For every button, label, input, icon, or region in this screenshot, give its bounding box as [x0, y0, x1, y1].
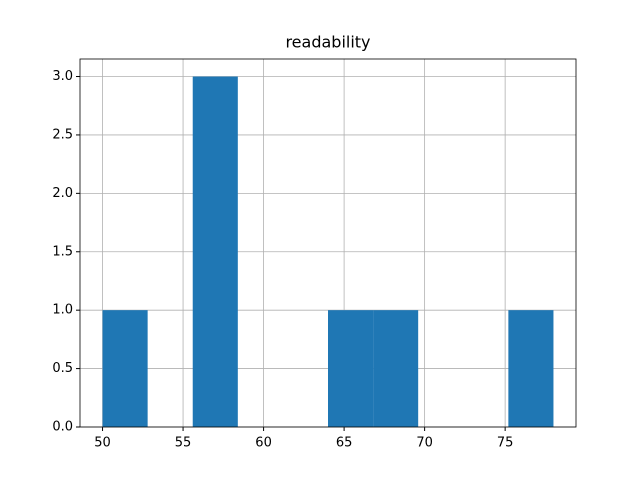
- x-tick-label: 65: [336, 436, 353, 451]
- y-tick-label: 2.5: [52, 127, 73, 142]
- y-tick-label: 3.0: [52, 69, 73, 84]
- y-tick-label: 2.0: [52, 186, 73, 201]
- x-tick-label: 55: [175, 436, 192, 451]
- bar: [328, 310, 374, 427]
- bar: [373, 310, 419, 427]
- chart-title: readability: [285, 33, 370, 52]
- bar: [508, 310, 554, 427]
- y-tick-label: 0.0: [52, 420, 73, 435]
- x-tick-label: 70: [416, 436, 433, 451]
- y-tick-label: 1.5: [52, 244, 73, 259]
- y-tick-label: 0.5: [52, 361, 73, 376]
- x-tick-label: 60: [255, 436, 272, 451]
- y-tick-label: 1.0: [52, 303, 73, 318]
- bar: [102, 310, 148, 427]
- bar: [192, 76, 238, 428]
- axes-frame: [79, 58, 577, 428]
- x-tick-label: 75: [497, 436, 514, 451]
- x-tick-label: 50: [94, 436, 111, 451]
